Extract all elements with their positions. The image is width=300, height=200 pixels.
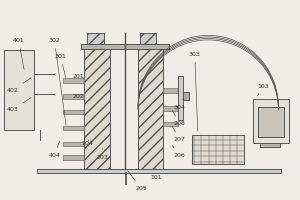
Bar (63, 110, 84, 114)
Bar (4, 50, 34, 130)
Bar (258, 107, 284, 137)
Text: 206: 206 (172, 146, 186, 158)
Text: 301: 301 (55, 54, 66, 77)
Bar (164, 122, 178, 126)
Bar (253, 99, 289, 143)
Text: 207: 207 (172, 126, 186, 142)
Text: 101: 101 (150, 169, 162, 180)
Bar (37, 169, 281, 173)
Bar (164, 88, 178, 93)
Text: 203: 203 (96, 149, 108, 160)
Text: 202: 202 (72, 94, 84, 99)
Bar (140, 33, 156, 44)
Text: 303: 303 (189, 52, 201, 131)
Bar (63, 142, 84, 146)
Text: 402: 402 (7, 78, 31, 93)
Bar (178, 76, 182, 120)
Text: 103: 103 (257, 84, 269, 96)
Bar (260, 143, 280, 147)
Bar (63, 126, 84, 130)
Bar (63, 94, 84, 99)
Text: 404: 404 (49, 141, 60, 158)
Text: 201: 201 (73, 74, 84, 79)
Bar (87, 33, 104, 44)
Bar (81, 44, 170, 49)
Text: 205: 205 (128, 171, 147, 191)
Text: 403: 403 (7, 98, 31, 112)
Text: 304: 304 (174, 99, 186, 110)
Bar (63, 155, 84, 160)
Text: 208: 208 (172, 110, 186, 126)
Text: 401: 401 (13, 38, 25, 69)
Bar (138, 49, 164, 169)
Bar (164, 106, 178, 111)
Text: 302: 302 (49, 38, 66, 125)
Bar (182, 92, 188, 100)
Bar (192, 135, 244, 164)
Bar (63, 78, 84, 83)
Text: 204: 204 (81, 140, 93, 146)
Bar (84, 49, 110, 169)
